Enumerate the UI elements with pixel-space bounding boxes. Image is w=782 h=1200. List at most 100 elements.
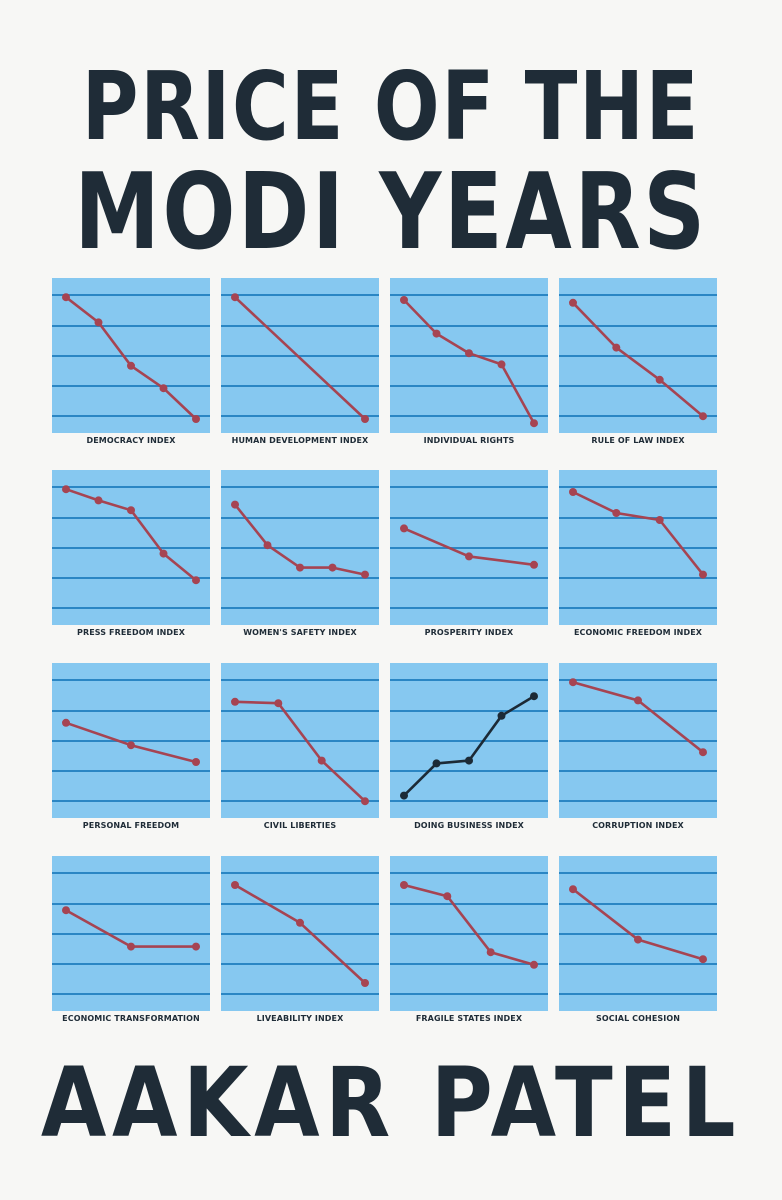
trend-line [572, 888, 704, 961]
trend-point [159, 384, 168, 393]
index-label: FRAGILE STATES INDEX [415, 1014, 523, 1023]
index-label: HUMAN DEVELOPMENT INDEX [231, 436, 369, 445]
trend-point [192, 576, 200, 585]
trend-point [62, 485, 70, 494]
index-label: DEMOCRACY INDEX [86, 436, 176, 445]
chart-panel [559, 663, 717, 818]
trend-point [296, 563, 304, 572]
trend-line [65, 296, 197, 420]
trend-line [572, 490, 705, 576]
trend-point [361, 979, 369, 987]
index-label: CIVIL LIBERTIES [263, 821, 337, 830]
trend-point [192, 415, 200, 423]
index-label: SOCIAL COHESION [595, 1014, 681, 1023]
trend-point [62, 718, 70, 727]
trend-point [699, 748, 707, 757]
index-label: PERSONAL FREEDOM [82, 821, 180, 830]
trend-point [62, 293, 70, 302]
trend-point [432, 329, 441, 338]
index-label: PROSPERITY INDEX [424, 628, 514, 637]
trend-point [231, 881, 239, 889]
index-label: ECONOMIC FREEDOM INDEX [573, 628, 703, 637]
trend-point [328, 563, 337, 572]
chart-panel [390, 278, 548, 433]
trend-point [465, 756, 473, 765]
trend-line [65, 909, 196, 948]
trend-point [569, 885, 577, 894]
trend-point [432, 759, 441, 768]
trend-point [497, 360, 506, 369]
chart-panel [221, 470, 379, 625]
trend-chart [52, 293, 210, 423]
chart-panel [559, 856, 717, 1011]
trend-chart [559, 294, 717, 421]
trend-point [62, 906, 70, 915]
chart-panel [559, 470, 717, 625]
trend-chart [221, 872, 379, 995]
trend-point [192, 758, 200, 766]
chart-panel [390, 856, 548, 1011]
chart-panel [52, 856, 210, 1011]
trend-point [263, 541, 272, 550]
trend-line [403, 299, 536, 424]
trend-point [443, 892, 452, 901]
trend-point [486, 948, 495, 957]
trend-line [234, 296, 366, 420]
trend-point [94, 496, 103, 505]
index-label: PRESS FREEDOM INDEX [76, 628, 186, 637]
index-label: INDIVIDUAL RIGHTS [423, 436, 515, 445]
trend-point [127, 506, 135, 515]
trend-point [465, 552, 473, 561]
chart-panel [52, 470, 210, 625]
chart-panel [221, 663, 379, 818]
chart-panel [390, 663, 548, 818]
trend-point [296, 918, 304, 927]
trend-point [612, 509, 621, 517]
trend-chart [221, 679, 379, 806]
trend-point [274, 699, 283, 708]
index-label: WOMEN'S SAFETY INDEX [243, 628, 357, 637]
trend-point [317, 756, 326, 765]
trend-point [127, 942, 135, 951]
trend-point [569, 298, 577, 307]
trend-point [612, 343, 621, 352]
chart-panel [221, 278, 379, 433]
trend-point [655, 516, 664, 524]
trend-point [94, 318, 103, 327]
trend-chart [559, 486, 717, 609]
trend-chart [221, 293, 379, 423]
trend-line [234, 700, 366, 803]
trend-point [655, 375, 664, 384]
trend-point [530, 419, 538, 428]
index-label: CORRUPTION INDEX [592, 821, 684, 830]
trend-point [634, 696, 642, 705]
trend-point [231, 293, 239, 302]
index-label: RULE OF LAW INDEX [591, 436, 685, 445]
trend-chart [390, 294, 548, 428]
trend-point [400, 296, 408, 304]
trend-point [192, 942, 200, 951]
trend-point [569, 488, 577, 496]
trend-point [400, 524, 408, 533]
trend-point [159, 549, 168, 558]
chart-panel [390, 470, 548, 625]
index-label: DOING BUSINESS INDEX [414, 821, 524, 830]
trend-point [699, 570, 707, 579]
book-title-line-2: MODI YEARS [74, 150, 708, 274]
trend-point [231, 500, 239, 509]
trend-point [127, 741, 135, 750]
trend-point [400, 791, 408, 800]
chart-panel [52, 663, 210, 818]
trend-chart [559, 678, 717, 802]
trend-point [699, 955, 707, 964]
trend-chart [559, 872, 717, 995]
trend-point [231, 697, 239, 706]
trend-point [530, 560, 538, 569]
trend-chart [390, 679, 548, 802]
trend-point [530, 960, 538, 969]
chart-panel [559, 278, 717, 433]
trend-chart [52, 872, 210, 995]
trend-point [465, 349, 473, 358]
trend-point [699, 412, 707, 421]
